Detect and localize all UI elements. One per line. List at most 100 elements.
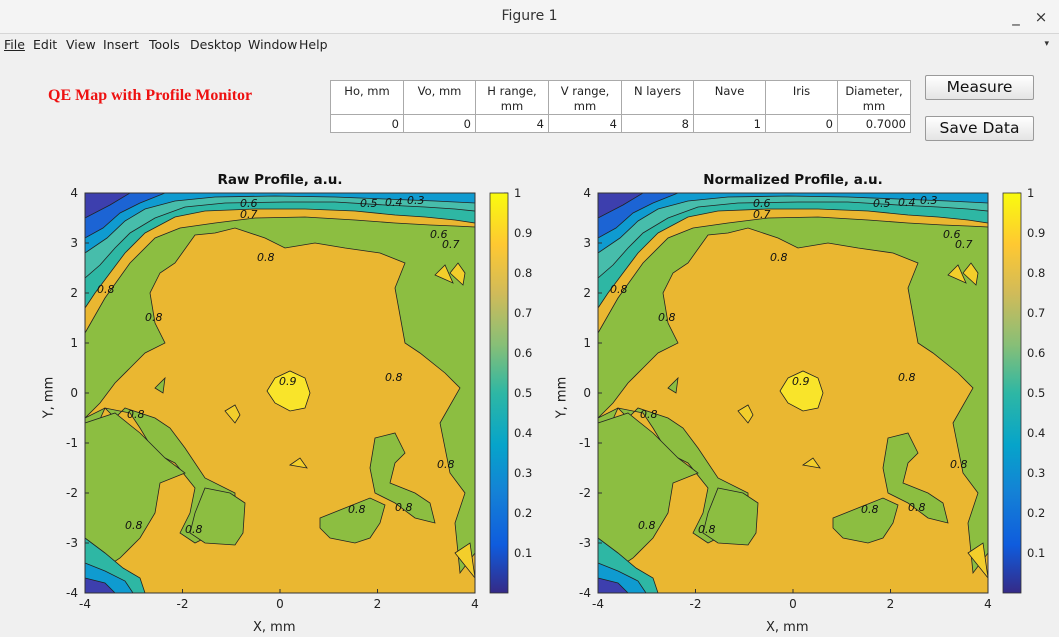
y-tick-label: 4 <box>70 186 78 200</box>
contour-label: 0.8 <box>145 311 163 324</box>
header-v-range: V range, mm <box>548 80 622 115</box>
menu-edit[interactable]: Edit <box>33 37 58 52</box>
dock-arrow-icon[interactable]: ▾ <box>1044 39 1049 49</box>
contour-label: 0.6 <box>240 197 258 210</box>
contour-label: 0.9 <box>279 375 297 388</box>
contour-region-green <box>319 497 386 544</box>
colorbar-tick-label: 0.1 <box>514 546 532 560</box>
window-titlebar: Figure 1 _ × <box>0 0 1059 34</box>
colorbar-tick-label: 0.7 <box>514 306 532 320</box>
contour-label: 0.8 <box>437 458 455 471</box>
menu-help[interactable]: Help <box>299 37 328 52</box>
contour-label: 0.7 <box>442 238 460 251</box>
contour-label: 0.4 <box>385 196 403 209</box>
colorbar-tick-label: 0.4 <box>1027 426 1045 440</box>
value-v-range[interactable]: 4 <box>548 114 622 133</box>
contour-region-small <box>224 404 241 424</box>
contour-label: 0.8 <box>257 251 275 264</box>
y-tick-label: -4 <box>579 586 591 600</box>
raw-profile-plot: 0.6 0.7 0.5 0.4 0.3 0.6 0.7 0.8 0.8 0.8 … <box>84 192 476 594</box>
x-tick-label: 0 <box>276 597 284 611</box>
app-title: QE Map with Profile Monitor <box>48 87 253 104</box>
y-tick-label: -2 <box>66 486 78 500</box>
y-tick-label: -2 <box>579 486 591 500</box>
xlabel-normalized: X, mm <box>766 620 809 635</box>
y-tick-label: 4 <box>583 186 591 200</box>
y-tick-label: 1 <box>583 336 591 350</box>
y-tick-label: -1 <box>579 436 591 450</box>
menu-file[interactable]: File <box>4 37 25 52</box>
contour-label: 0.8 <box>185 523 203 536</box>
x-tick-label: 0 <box>789 597 797 611</box>
parameters-table: Ho, mm Vo, mm H range, mm V range, mm N … <box>330 80 911 133</box>
contour-label: 0.8 <box>395 501 413 514</box>
colorbar-tick-label: 0.6 <box>1027 346 1045 360</box>
y-tick-label: 0 <box>70 386 78 400</box>
y-tick-label: 3 <box>70 236 78 250</box>
contour-label: 0.8 <box>385 371 403 384</box>
colorbar-tick-label: 0.9 <box>1027 226 1045 240</box>
contour-region-green <box>154 376 166 394</box>
colorbar-tick-label: 0.6 <box>514 346 532 360</box>
plot-title-raw: Raw Profile, a.u. <box>217 172 343 188</box>
contour-region-small <box>454 542 476 580</box>
y-tick-label: 3 <box>583 236 591 250</box>
menu-insert[interactable]: Insert <box>103 37 139 52</box>
close-button[interactable]: × <box>1034 8 1048 26</box>
colorbar-tick-label: 1 <box>514 186 521 200</box>
save-data-button[interactable]: Save Data <box>925 116 1034 141</box>
menu-tools[interactable]: Tools <box>149 37 180 52</box>
measure-button[interactable]: Measure <box>925 75 1034 100</box>
x-tick-label: -2 <box>177 597 189 611</box>
contour-region-green <box>84 216 476 575</box>
xlabel-raw: X, mm <box>253 620 296 635</box>
menu-desktop[interactable]: Desktop <box>190 37 242 52</box>
value-diameter[interactable]: 0.7000 <box>837 114 911 133</box>
y-tick-label: 2 <box>583 286 591 300</box>
colorbar-tick-label: 0.8 <box>514 266 532 280</box>
colorbar-tick-label: 0.2 <box>514 506 532 520</box>
y-tick-label: -3 <box>579 536 591 550</box>
colorbar-tick-label: 0.2 <box>1027 506 1045 520</box>
y-tick-label: -1 <box>66 436 78 450</box>
minimize-button[interactable]: _ <box>1012 8 1020 26</box>
y-tick-label: -3 <box>66 536 78 550</box>
colorbar-tick-label: 1 <box>1027 186 1034 200</box>
value-vo[interactable]: 0 <box>403 114 476 133</box>
y-tick-label: 0 <box>583 386 591 400</box>
colorbar-raw <box>489 192 509 594</box>
header-h-range: H range, mm <box>475 80 549 115</box>
contour-label: 0.8 <box>127 408 145 421</box>
value-n-layers[interactable]: 8 <box>621 114 694 133</box>
contour-label: 0.5 <box>360 197 378 210</box>
colorbar-tick-label: 0.5 <box>1027 386 1045 400</box>
normalized-profile-plot <box>597 192 989 594</box>
x-tick-label: -4 <box>79 597 91 611</box>
contour-label: 0.7 <box>240 208 258 221</box>
menu-window[interactable]: Window <box>248 37 298 52</box>
contour-region-small <box>288 457 308 469</box>
colorbar-tick-label: 0.5 <box>514 386 532 400</box>
colorbar-tick-label: 0.7 <box>1027 306 1045 320</box>
contour-label: 0.8 <box>125 519 143 532</box>
header-diameter: Diameter, mm <box>837 80 911 115</box>
colorbar-normalized <box>1002 192 1022 594</box>
colorbar-tick-label: 0.8 <box>1027 266 1045 280</box>
contour-label: 0.6 <box>430 228 448 241</box>
x-tick-label: -4 <box>592 597 604 611</box>
menu-view[interactable]: View <box>66 37 96 52</box>
contour-region-green <box>189 487 246 546</box>
contour-label: 0.8 <box>348 503 366 516</box>
contour-region-small <box>449 262 466 286</box>
contour-label: 0.3 <box>407 194 425 207</box>
value-h-range[interactable]: 4 <box>475 114 549 133</box>
x-tick-label: 4 <box>984 597 992 611</box>
header-iris: Iris <box>765 80 838 115</box>
y-tick-label: 2 <box>70 286 78 300</box>
colorbar-tick-label: 0.3 <box>514 466 532 480</box>
y-tick-label: 1 <box>70 336 78 350</box>
plot-title-normalized: Normalized Profile, a.u. <box>703 172 883 188</box>
header-nave: Nave <box>693 80 766 115</box>
x-tick-label: 2 <box>374 597 382 611</box>
